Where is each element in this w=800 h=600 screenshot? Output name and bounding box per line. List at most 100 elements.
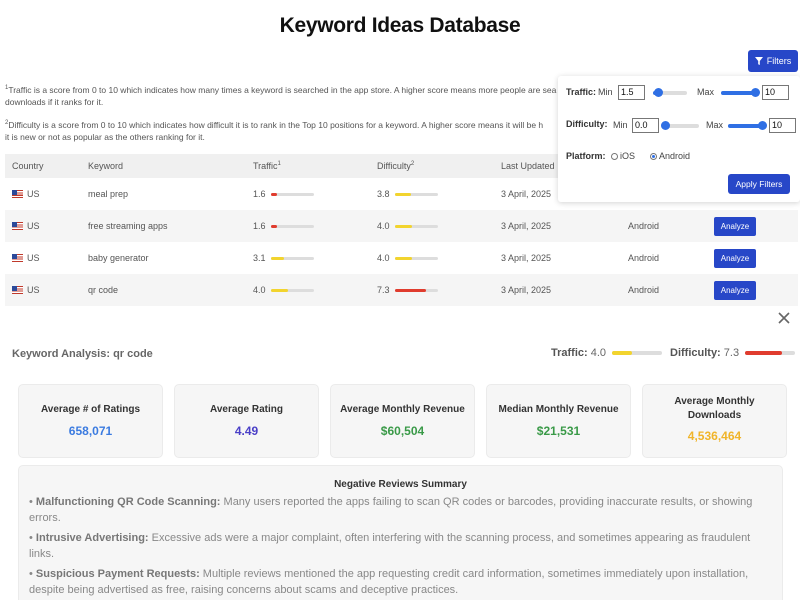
review-heading: Intrusive Advertising: xyxy=(35,532,149,544)
difficulty-cell: 7.3 xyxy=(377,285,501,295)
action-cell: Analyze xyxy=(710,248,798,268)
review-heading: Malfunctioning QR Code Scanning: xyxy=(35,496,221,508)
analyze-button[interactable]: Analyze xyxy=(714,280,756,300)
stat-card-value: $21,531 xyxy=(536,424,581,438)
difficulty-min-slider[interactable] xyxy=(660,121,699,130)
difficulty-cell: 3.8 xyxy=(377,189,501,199)
difficulty-meter xyxy=(394,192,438,196)
stat-card-value: $60,504 xyxy=(380,424,425,438)
traffic-max-slider-fill xyxy=(721,91,755,95)
review-item: • Malfunctioning QR Code Scanning: Many … xyxy=(29,496,753,524)
difficulty-min-input[interactable]: 0.0 xyxy=(632,118,659,133)
platform-cell: Android xyxy=(628,221,660,231)
header-country: Country xyxy=(12,161,44,171)
us-flag-icon xyxy=(12,222,23,230)
traffic-meter xyxy=(270,224,314,228)
traffic-score: 4.0 xyxy=(253,285,266,295)
platform-cell: Android xyxy=(628,285,660,295)
difficulty-max-slider[interactable] xyxy=(728,121,767,130)
difficulty-min-slider-handle[interactable] xyxy=(660,121,670,130)
close-icon[interactable] xyxy=(776,310,792,326)
traffic-note: 1Traffic is a score from 0 to 10 which i… xyxy=(5,82,565,108)
ios-radio[interactable] xyxy=(611,153,618,160)
analysis-traffic-label: Traffic: xyxy=(551,347,588,359)
stat-card-rating: Average Rating 4.49 xyxy=(174,384,319,458)
review-heading: Suspicious Payment Requests: xyxy=(35,568,200,580)
stat-card-label: Average Monthly Downloads xyxy=(674,396,755,421)
difficulty-max-slider-fill xyxy=(728,124,762,128)
page-title: Keyword Ideas Database xyxy=(279,14,521,37)
traffic-cell: 3.1 xyxy=(253,253,377,263)
difficulty-max-input[interactable]: 10 xyxy=(769,118,796,133)
stat-card-value: 4.49 xyxy=(234,424,259,438)
traffic-meter-fill xyxy=(270,192,278,196)
traffic-meter xyxy=(270,192,314,196)
difficulty-max-slider-handle[interactable] xyxy=(757,121,767,130)
stat-card-label: Median Monthly Revenue xyxy=(498,404,619,415)
traffic-cell: 1.6 xyxy=(253,221,377,231)
difficulty-meter xyxy=(394,224,438,228)
difficulty-cell: 4.0 xyxy=(377,253,501,263)
date-cell: 3 April, 2025 xyxy=(501,189,552,199)
header-difficulty-label: Difficulty xyxy=(377,161,411,171)
review-item: • Suspicious Payment Requests: Multiple … xyxy=(29,568,749,596)
review-text: Multiple reviews mentioned the app reque… xyxy=(29,568,749,596)
difficulty-meter-fill xyxy=(394,224,412,228)
keyword-cell: qr code xyxy=(88,285,119,295)
traffic-max-slider-handle[interactable] xyxy=(750,88,760,97)
analysis-title: Keyword Analysis: qr code xyxy=(12,348,153,360)
traffic-meter xyxy=(270,256,314,260)
keyword-cell: free streaming apps xyxy=(88,221,168,231)
filters-button[interactable]: Filters xyxy=(748,50,798,72)
difficulty-filter-label: Difficulty: xyxy=(566,119,608,129)
android-radio-label: Android xyxy=(659,151,691,161)
analysis-difficulty-meter xyxy=(745,351,796,355)
header-difficulty: Difficulty2 xyxy=(377,161,501,171)
date-cell: 3 April, 2025 xyxy=(501,253,552,263)
traffic-min-slider[interactable] xyxy=(653,88,687,97)
stat-card-avg-revenue: Average Monthly Revenue $60,504 xyxy=(330,384,475,458)
header-keyword: Keyword xyxy=(88,161,124,171)
negative-reviews-summary: Negative Reviews Summary • Malfunctionin… xyxy=(18,465,783,600)
table-row: US qr code 4.0 7.3 3 April, 2025 Android… xyxy=(5,274,798,306)
header-traffic-label: Traffic xyxy=(253,161,278,171)
analysis-traffic-meter-fill xyxy=(612,351,633,355)
stat-card-value: 4,536,464 xyxy=(687,429,742,443)
traffic-min-slider-handle[interactable] xyxy=(653,88,663,97)
header-traffic: Traffic1 xyxy=(253,161,377,171)
apply-filters-button[interactable]: Apply Filters xyxy=(728,174,790,194)
keyword-cell: meal prep xyxy=(88,189,129,199)
traffic-max-input[interactable]: 10 xyxy=(762,85,789,100)
traffic-max-slider[interactable] xyxy=(721,88,760,97)
analysis-traffic-value: 4.0 xyxy=(590,347,607,359)
review-text: Many users reported the apps failing to … xyxy=(29,496,753,524)
header-difficulty-sup: 2 xyxy=(410,161,415,167)
analysis-difficulty-meter-fill xyxy=(745,351,782,355)
traffic-score: 3.1 xyxy=(253,253,266,263)
analysis-traffic-meter xyxy=(612,351,663,355)
country-code: US xyxy=(27,285,40,295)
date-cell: 3 April, 2025 xyxy=(501,221,552,231)
ios-radio-label: iOS xyxy=(620,151,636,161)
difficulty-note-line2: it is new or not as popular as the other… xyxy=(5,131,205,142)
filter-panel: Traffic: Min 1.5 Max 10 Difficulty: Min … xyxy=(558,76,800,202)
traffic-meter-fill xyxy=(270,288,288,292)
keyword-table: Country Keyword Traffic1 Difficulty2 Las… xyxy=(5,154,798,306)
difficulty-score: 4.0 xyxy=(377,253,390,263)
difficulty-meter xyxy=(394,256,438,260)
analyze-button[interactable]: Analyze xyxy=(714,216,756,236)
android-radio[interactable] xyxy=(650,153,657,160)
stat-card-label: Average Monthly Revenue xyxy=(340,404,465,415)
platform-filter-label: Platform: xyxy=(566,151,606,161)
analyze-button[interactable]: Analyze xyxy=(714,248,756,268)
traffic-meter-fill xyxy=(270,224,278,228)
difficulty-score: 3.8 xyxy=(377,189,390,199)
traffic-max-label: Max xyxy=(697,87,715,97)
country-cell: US xyxy=(5,189,88,199)
action-cell: Analyze xyxy=(710,216,798,236)
difficulty-meter-fill xyxy=(394,256,412,260)
traffic-score: 1.6 xyxy=(253,189,266,199)
table-row: US meal prep 1.6 3.8 3 April, 2025 xyxy=(5,178,798,210)
traffic-min-input[interactable]: 1.5 xyxy=(618,85,645,100)
review-item: • Intrusive Advertising: Excessive ads w… xyxy=(29,532,751,560)
